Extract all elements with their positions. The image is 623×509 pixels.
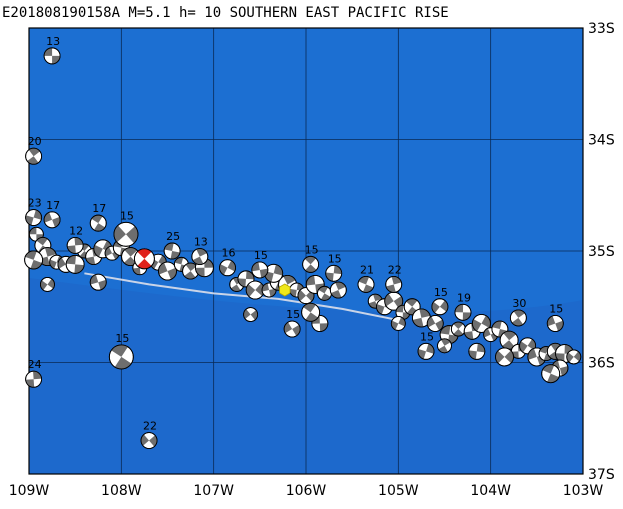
focal-mechanism [251, 261, 269, 279]
focal-mechanism [325, 264, 343, 282]
focal-mechanism [302, 255, 320, 273]
mechanism-depth-label: 13 [194, 236, 208, 249]
focal-mechanism [468, 342, 486, 360]
focal-mechanism [566, 349, 582, 365]
latitude-tick-label: 35S [588, 244, 615, 260]
focal-mechanism [25, 147, 43, 165]
focal-mechanism [450, 321, 466, 337]
axis-labels: 109W 108W 107W 106W 105W 104W 103W 33S 34S 35S 36S… [9, 21, 615, 499]
target-focal-mechanism [133, 248, 155, 270]
focal-mechanism [454, 303, 472, 321]
latitude-tick-label: 34S [588, 133, 615, 149]
ridge-line [84, 272, 399, 322]
latitude-tick-label: 36S [588, 356, 615, 372]
focal-mechanism [66, 236, 84, 254]
mechanism-depth-label: 25 [166, 230, 180, 243]
focal-mechanism [158, 261, 177, 281]
mechanism-depth-label: 22 [143, 420, 157, 433]
focal-mechanism [471, 314, 491, 333]
focal-mechanism [431, 298, 449, 316]
map-frame [28, 27, 584, 475]
focal-mechanism [509, 309, 527, 327]
mechanism-depth-label: 22 [388, 263, 402, 276]
longitude-tick-label: 109W [9, 483, 50, 499]
mechanism-depth-label: 12 [69, 224, 83, 237]
focal-mechanism [390, 316, 406, 331]
focal-mechanism [108, 344, 134, 370]
focal-mechanism [65, 254, 85, 274]
longitude-tick-label: 107W [193, 483, 234, 499]
focal-mechanism [317, 285, 332, 301]
mechanism-depth-label: 15 [115, 332, 129, 345]
map-title: E201808190158A M=5.1 h= 10 SOUTHERN EAST… [2, 5, 449, 21]
mechanism-depth-label: 15 [328, 252, 342, 265]
mechanism-depth-label: 13 [46, 35, 60, 48]
focal-mechanism [40, 277, 55, 292]
focal-mechanism [140, 432, 158, 449]
focal-mechanism [24, 250, 44, 270]
focal-mechanism [113, 221, 139, 247]
focal-mechanism [283, 320, 301, 338]
focal-mechanism [495, 347, 514, 367]
focal-mechanism [89, 214, 107, 232]
focal-mechanism [546, 315, 564, 332]
mechanism-depth-label: 15 [254, 249, 268, 262]
mechanism-depth-label: 15 [286, 308, 300, 321]
mechanism-depth-label: 17 [46, 199, 60, 212]
focal-mechanism [426, 315, 444, 332]
mechanism-depth-label: 19 [457, 291, 471, 304]
focal-mechanism [301, 302, 321, 322]
mechanism-depth-label: 24 [28, 358, 42, 371]
ridge-axis [84, 272, 399, 322]
longitude-tick-label: 106W [286, 483, 327, 499]
longitude-tick-label: 108W [101, 483, 142, 499]
mechanism-depth-label: 15 [305, 243, 319, 256]
mechanism-depth-label: 15 [120, 209, 134, 222]
latitude-tick-label: 33S [588, 21, 615, 37]
focal-mechanism [25, 209, 43, 227]
mechanism-depth-label: 30 [512, 297, 526, 310]
mechanism-depth-label: 20 [28, 135, 42, 148]
focal-mechanism [43, 211, 61, 229]
focal-mechanism [243, 307, 259, 323]
focal-mechanism [437, 338, 452, 354]
latitude-tick-label: 37S [588, 467, 615, 483]
focal-mechanism [385, 276, 403, 293]
mechanism-labels: 13 20 23 17 17 12 15 25 13 16 15 15 15 15 21 22 15 19 30 15… [28, 35, 564, 433]
mechanism-depth-label: 15 [420, 330, 434, 343]
focal-mechanism [191, 248, 209, 266]
mechanism-depth-label: 23 [28, 197, 42, 210]
mechanism-depth-label: 17 [92, 202, 106, 215]
mechanism-depth-label: 16 [222, 247, 236, 260]
longitude-tick-label: 105W [378, 483, 419, 499]
focal-mechanism [25, 370, 43, 388]
focal-mechanism [93, 239, 113, 259]
longitude-tick-label: 103W [563, 483, 604, 499]
focal-mechanism [245, 280, 265, 300]
focal-mechanism [357, 276, 375, 293]
focal-mechanism [163, 242, 181, 260]
focal-mechanisms [24, 47, 582, 449]
focal-mechanism [541, 364, 561, 384]
focal-mechanism [417, 342, 435, 360]
mechanism-depth-label: 15 [549, 302, 563, 315]
longitude-tick-label: 104W [470, 483, 511, 499]
focal-mechanism [43, 47, 61, 65]
focal-mechanism [403, 298, 421, 316]
epicenter-marker [279, 283, 291, 297]
focal-mechanism [219, 259, 236, 277]
focal-mechanism [89, 273, 107, 291]
mechanism-depth-label: 15 [434, 286, 448, 299]
mechanism-depth-label: 21 [360, 263, 374, 276]
focal-mechanism [329, 281, 347, 299]
